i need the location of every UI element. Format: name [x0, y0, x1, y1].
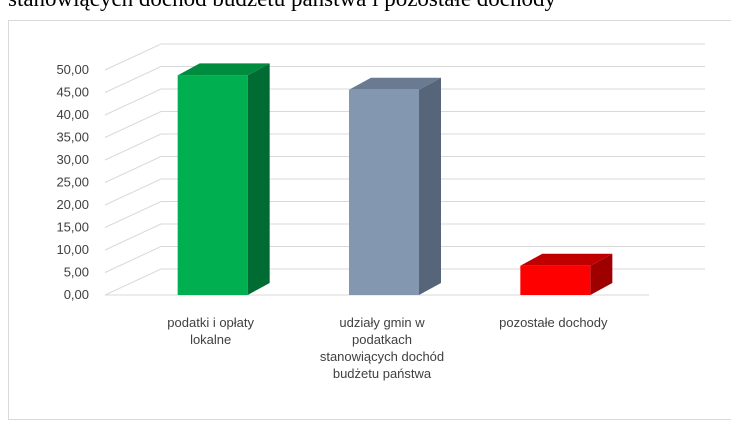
- y-tick-label: 25,00: [56, 175, 89, 190]
- bars: [177, 63, 613, 296]
- x-category-label: podatki i opłaty lokalne: [167, 315, 254, 347]
- x-category-label: udziały gmin w podatkach stanowiących doch…: [320, 315, 444, 381]
- gridline: [104, 223, 705, 251]
- bar-side: [590, 253, 613, 295]
- y-tick-label: 30,00: [56, 152, 89, 167]
- gridline: [104, 111, 705, 138]
- x-axis-categories: podatki i opłaty lokalne udziały gmin w pod…: [167, 315, 608, 381]
- chart-title: stanowiących dochód budżetu państwa i po…: [8, 0, 731, 12]
- chart-area: 0,00 5,00 10,00 15,00 20,00 25,00 30,00 35,00 40…: [8, 20, 731, 420]
- y-tick-label: 0,00: [64, 287, 89, 302]
- y-tick-label: 10,00: [56, 242, 89, 257]
- y-tick-label: 35,00: [56, 130, 89, 145]
- bar-top: [520, 253, 613, 266]
- gridline: [104, 156, 705, 183]
- bar-front: [520, 265, 591, 295]
- gridline: [104, 178, 705, 206]
- x-category-label: pozostałe dochody: [499, 315, 608, 330]
- y-axis-ticks: 0,00 5,00 10,00 15,00 20,00 25,00 30,00 35,00 40…: [56, 62, 89, 302]
- y-tick-label: 40,00: [56, 107, 89, 122]
- y-tick-label: 5,00: [64, 265, 89, 280]
- gridline: [104, 133, 705, 161]
- gridline: [104, 66, 705, 93]
- y-tick-label: 15,00: [56, 220, 89, 235]
- bar-front: [177, 75, 248, 296]
- bar: [349, 77, 441, 295]
- gridline: [104, 43, 705, 71]
- bar-front: [349, 89, 419, 295]
- bar: [520, 253, 613, 295]
- bar-top: [349, 77, 441, 90]
- y-tick-label: 50,00: [56, 62, 89, 77]
- gridline: [104, 88, 705, 116]
- gridline: [104, 201, 705, 228]
- bar-chart: 0,00 5,00 10,00 15,00 20,00 25,00 30,00 35,00 40…: [56, 43, 705, 381]
- bar: [177, 63, 270, 296]
- bar-side: [419, 77, 441, 295]
- y-tick-label: 20,00: [56, 197, 89, 212]
- bar-top: [177, 63, 270, 76]
- gridline: [104, 246, 705, 273]
- y-tick-label: 45,00: [56, 85, 89, 100]
- bar-side: [247, 63, 270, 296]
